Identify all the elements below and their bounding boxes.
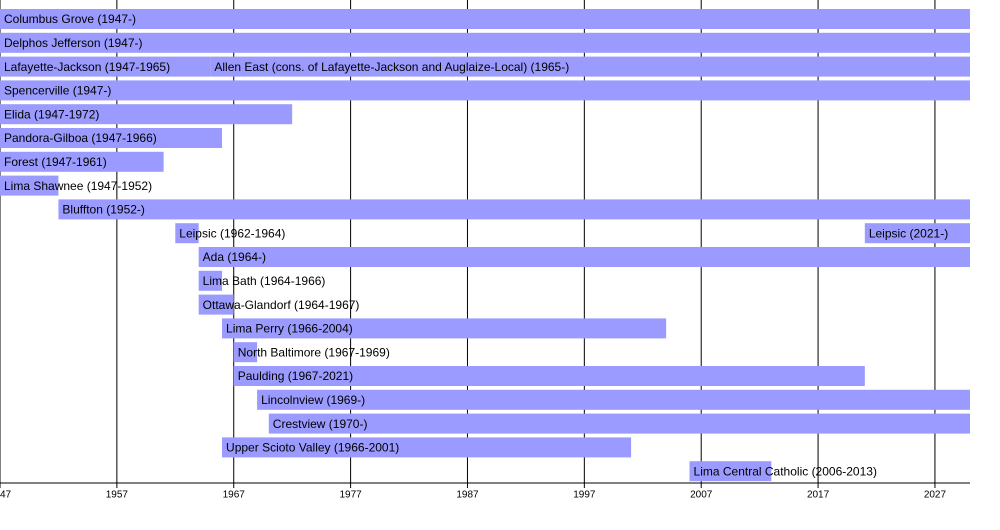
bar bbox=[0, 175, 59, 196]
bar bbox=[0, 151, 164, 172]
bar bbox=[0, 104, 293, 125]
bar bbox=[0, 56, 211, 77]
x-tick-label: 2017 bbox=[807, 490, 830, 501]
bar bbox=[0, 9, 970, 29]
bar bbox=[268, 413, 970, 434]
x-tick-label: 1967 bbox=[223, 490, 246, 501]
bar bbox=[0, 128, 223, 148]
bar-label: North Baltimore (1967-1969) bbox=[238, 345, 390, 359]
bar-label: Forest (1947-1961) bbox=[4, 155, 107, 169]
bar bbox=[222, 437, 632, 458]
bar-label: Delphos Jefferson (1947-) bbox=[4, 36, 143, 50]
x-tick-label: 1947 bbox=[0, 490, 12, 501]
bar-label: Lima Perry (1966-2004) bbox=[226, 322, 353, 336]
bar bbox=[689, 461, 772, 482]
bar bbox=[198, 294, 234, 315]
bar-label: Paulding (1967-2021) bbox=[238, 369, 353, 383]
bar bbox=[175, 223, 199, 244]
x-tick-label: 1987 bbox=[456, 490, 479, 501]
bar-label: Lincolnview (1969-) bbox=[261, 393, 365, 407]
bar bbox=[58, 199, 971, 220]
bar-label: Lima Central Catholic (2006-2013) bbox=[694, 464, 877, 478]
bar bbox=[222, 318, 667, 339]
bar bbox=[233, 342, 258, 363]
bar-label: Elida (1947-1972) bbox=[4, 107, 99, 121]
bar-label: Upper Scioto Valley (1966-2001) bbox=[226, 441, 399, 455]
x-tick-label: 1977 bbox=[339, 490, 362, 501]
x-tick-label: 2007 bbox=[690, 490, 713, 501]
bar bbox=[198, 247, 971, 267]
bar-label: Bluffton (1952-) bbox=[62, 203, 145, 217]
bar bbox=[198, 270, 223, 291]
bar-label: Lima Shawnee (1947-1952) bbox=[4, 179, 152, 193]
bar-label: Lafayette-Jackson (1947-1965) bbox=[4, 60, 170, 74]
bars bbox=[0, 9, 971, 482]
bar-label: Pandora-Gilboa (1947-1966) bbox=[4, 131, 157, 145]
bar-label: Ottawa-Glandorf (1964-1967) bbox=[203, 298, 360, 312]
bar bbox=[233, 366, 865, 386]
bar-label: Lima Bath (1964-1966) bbox=[203, 274, 326, 288]
bar-label: Leipsic (1962-1964) bbox=[179, 226, 285, 240]
bar-label: Allen East (cons. of Lafayette-Jackson a… bbox=[214, 60, 569, 74]
bar-label: Spencerville (1947-) bbox=[4, 84, 111, 98]
bar-label: Leipsic (2021-) bbox=[869, 226, 948, 240]
bar bbox=[257, 389, 971, 410]
bar bbox=[210, 56, 970, 77]
bar-label: Ada (1964-) bbox=[203, 250, 266, 264]
x-tick-label: 1957 bbox=[106, 490, 129, 501]
bar-label: Crestview (1970-) bbox=[273, 417, 368, 431]
x-tick-label: 1997 bbox=[573, 490, 596, 501]
bar bbox=[864, 223, 970, 244]
x-tick-label: 2027 bbox=[924, 490, 947, 501]
bar bbox=[0, 80, 970, 101]
bar-label: Columbus Grove (1947-) bbox=[4, 12, 136, 26]
bar bbox=[0, 32, 970, 53]
